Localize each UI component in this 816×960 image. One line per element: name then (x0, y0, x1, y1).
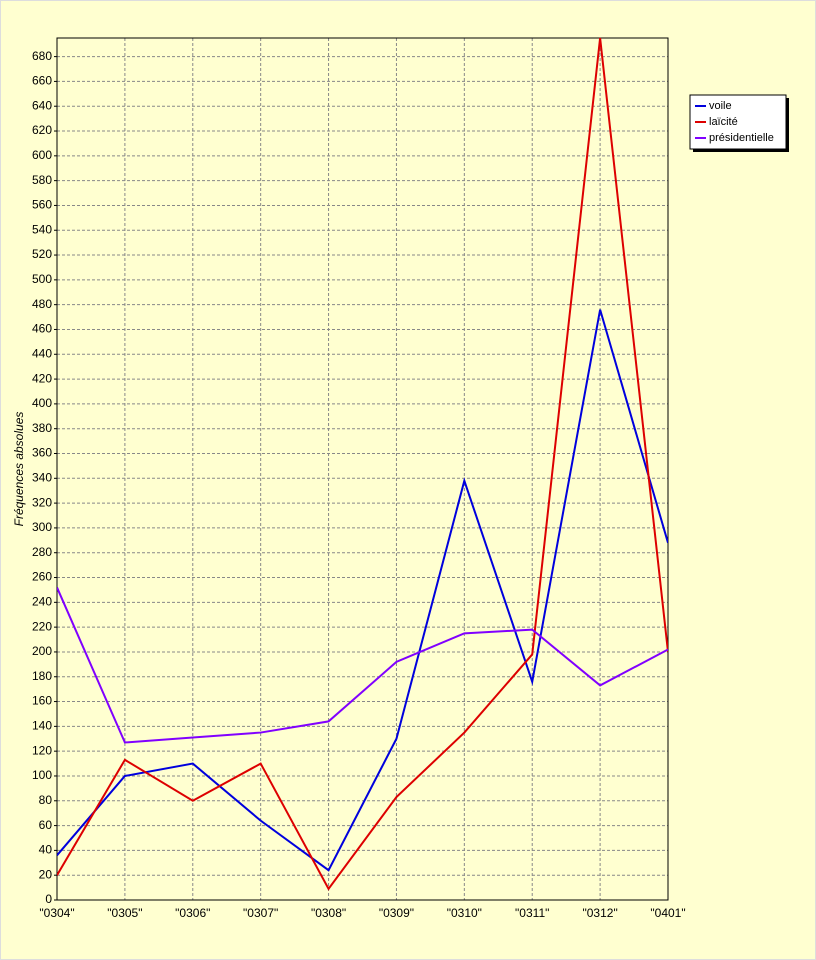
y-tick-label: 60 (39, 818, 53, 832)
series-line (57, 37, 668, 891)
plot-frame (56, 37, 669, 901)
y-tick-label: 500 (32, 272, 52, 286)
y-tick-label: 380 (32, 421, 52, 435)
y-tick-label: 600 (32, 148, 52, 162)
y-tick-label: 420 (32, 371, 52, 385)
x-tick-label: "0307" (243, 906, 278, 920)
legend-label: laïcité (709, 116, 738, 128)
x-tick-label: "0305" (107, 906, 142, 920)
y-tick-label: 540 (32, 222, 52, 236)
y-tick-label: 100 (32, 768, 52, 782)
y-tick-label: 680 (32, 49, 52, 63)
y-tick-label: 400 (32, 396, 52, 410)
x-tick-label: "0310" (447, 906, 482, 920)
y-tick-label: 340 (32, 470, 52, 484)
y-tick-label: 280 (32, 545, 52, 559)
x-tick-label: "0304" (39, 906, 74, 920)
legend-label: présidentielle (709, 132, 774, 144)
y-tick-label: 160 (32, 694, 52, 708)
y-axis-label: Fréquences absolues (12, 412, 26, 527)
y-tick-label: 480 (32, 297, 52, 311)
y-tick-label: 40 (39, 843, 53, 857)
y-tick-label: 640 (32, 98, 52, 112)
x-tick-label: "0311" (515, 906, 549, 920)
x-tick-label: "0309" (379, 906, 414, 920)
y-tick-label: 520 (32, 247, 52, 261)
y-tick-label: 80 (39, 793, 53, 807)
x-tick-label: "0401" (650, 906, 685, 920)
y-tick-label: 200 (32, 644, 52, 658)
y-tick-label: 180 (32, 669, 52, 683)
y-tick-label: 620 (32, 123, 52, 137)
y-tick-label: 220 (32, 619, 52, 633)
x-tick-label: "0306" (175, 906, 210, 920)
y-tick-label: 660 (32, 74, 52, 88)
y-tick-label: 460 (32, 322, 52, 336)
y-tick-label: 260 (32, 570, 52, 584)
y-tick-label: 320 (32, 495, 52, 509)
y-tick-label: 300 (32, 520, 52, 534)
y-tick-label: 140 (32, 719, 52, 733)
series-line (57, 309, 668, 872)
y-tick-label: 560 (32, 198, 52, 212)
y-tick-label: 120 (32, 743, 52, 757)
series-line (57, 587, 668, 744)
y-tick-label: 20 (39, 867, 53, 881)
y-tick-label: 440 (32, 346, 52, 360)
legend-label: voile (709, 100, 732, 112)
y-tick-label: 360 (32, 446, 52, 460)
y-tick-label: 240 (32, 595, 52, 609)
y-tick-label: 580 (32, 173, 52, 187)
x-tick-label: "0308" (311, 906, 346, 920)
x-tick-label: "0312" (583, 906, 618, 920)
y-tick-label: 0 (45, 892, 52, 906)
